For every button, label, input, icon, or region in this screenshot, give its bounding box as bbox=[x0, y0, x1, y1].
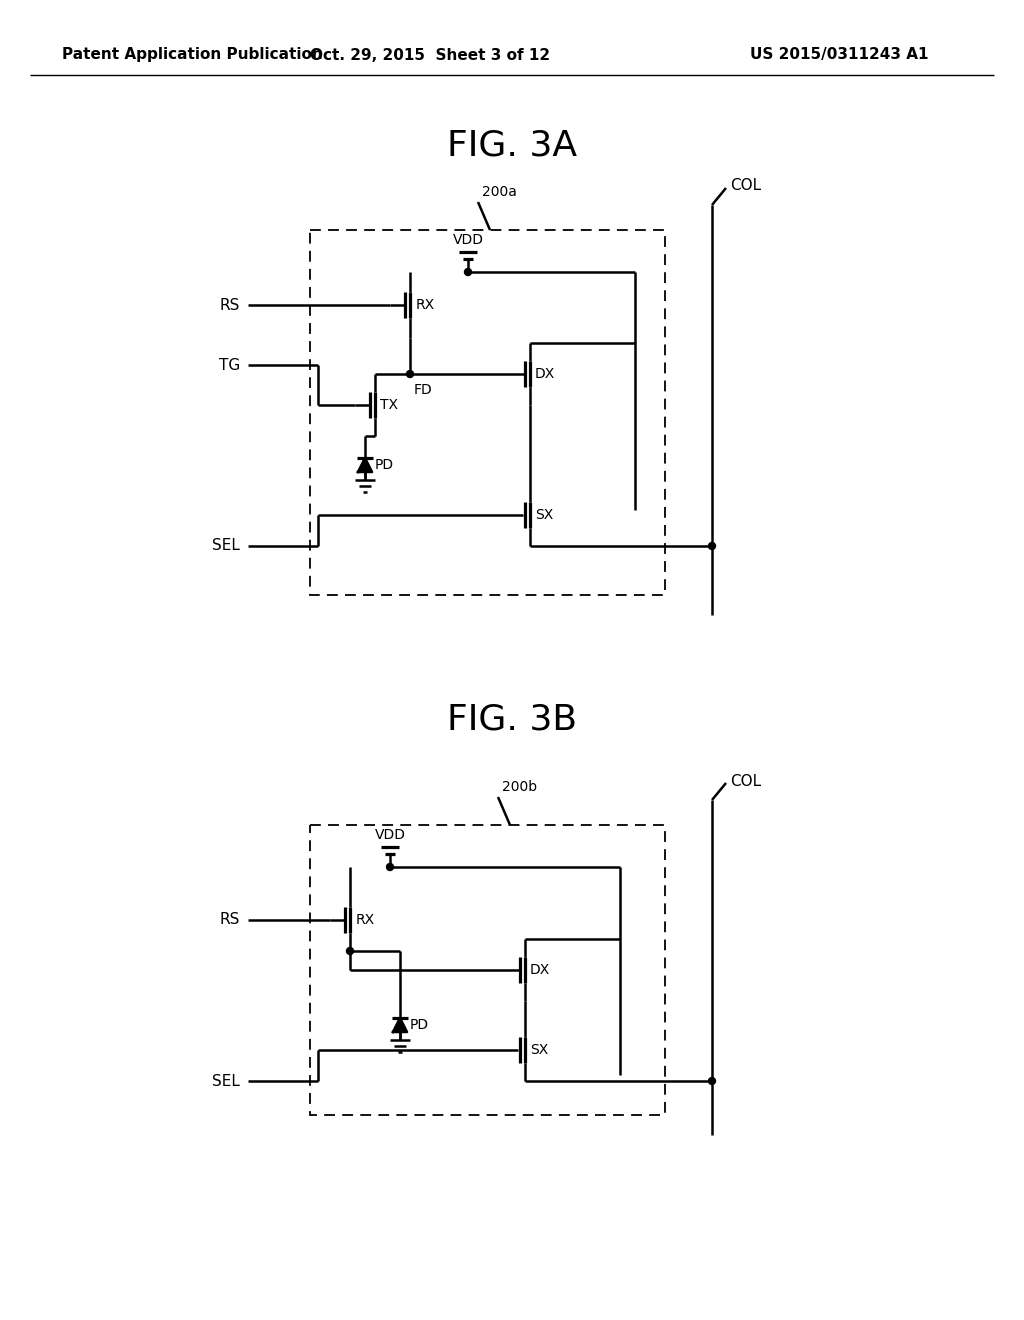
Text: SEL: SEL bbox=[212, 539, 240, 553]
Text: FIG. 3A: FIG. 3A bbox=[446, 128, 578, 162]
Circle shape bbox=[709, 1077, 716, 1085]
Polygon shape bbox=[393, 1018, 407, 1032]
Circle shape bbox=[346, 948, 353, 954]
Text: Oct. 29, 2015  Sheet 3 of 12: Oct. 29, 2015 Sheet 3 of 12 bbox=[310, 48, 550, 62]
Text: TX: TX bbox=[380, 399, 398, 412]
Text: SX: SX bbox=[530, 1043, 548, 1057]
Text: COL: COL bbox=[730, 774, 761, 788]
Text: 200a: 200a bbox=[482, 185, 517, 199]
Text: 200b: 200b bbox=[502, 780, 538, 795]
Text: RS: RS bbox=[219, 297, 240, 313]
Text: SEL: SEL bbox=[212, 1073, 240, 1089]
Text: PD: PD bbox=[375, 458, 394, 473]
Text: FIG. 3B: FIG. 3B bbox=[447, 704, 577, 737]
Bar bbox=[310, 230, 665, 595]
Circle shape bbox=[386, 863, 393, 870]
Text: DX: DX bbox=[530, 964, 550, 977]
Circle shape bbox=[407, 371, 414, 378]
Text: FD: FD bbox=[414, 383, 433, 397]
Circle shape bbox=[465, 268, 471, 276]
Polygon shape bbox=[358, 458, 372, 473]
Text: VDD: VDD bbox=[453, 234, 483, 247]
Text: PD: PD bbox=[410, 1018, 429, 1032]
Text: US 2015/0311243 A1: US 2015/0311243 A1 bbox=[750, 48, 929, 62]
Text: TG: TG bbox=[219, 358, 240, 372]
Text: COL: COL bbox=[730, 178, 761, 194]
Text: DX: DX bbox=[535, 367, 555, 381]
Text: VDD: VDD bbox=[375, 828, 406, 842]
Text: RS: RS bbox=[219, 912, 240, 928]
Circle shape bbox=[709, 543, 716, 549]
Bar bbox=[310, 825, 665, 1115]
Text: RX: RX bbox=[356, 913, 375, 927]
Text: Patent Application Publication: Patent Application Publication bbox=[62, 48, 323, 62]
Text: SX: SX bbox=[535, 508, 553, 521]
Text: RX: RX bbox=[416, 298, 435, 312]
